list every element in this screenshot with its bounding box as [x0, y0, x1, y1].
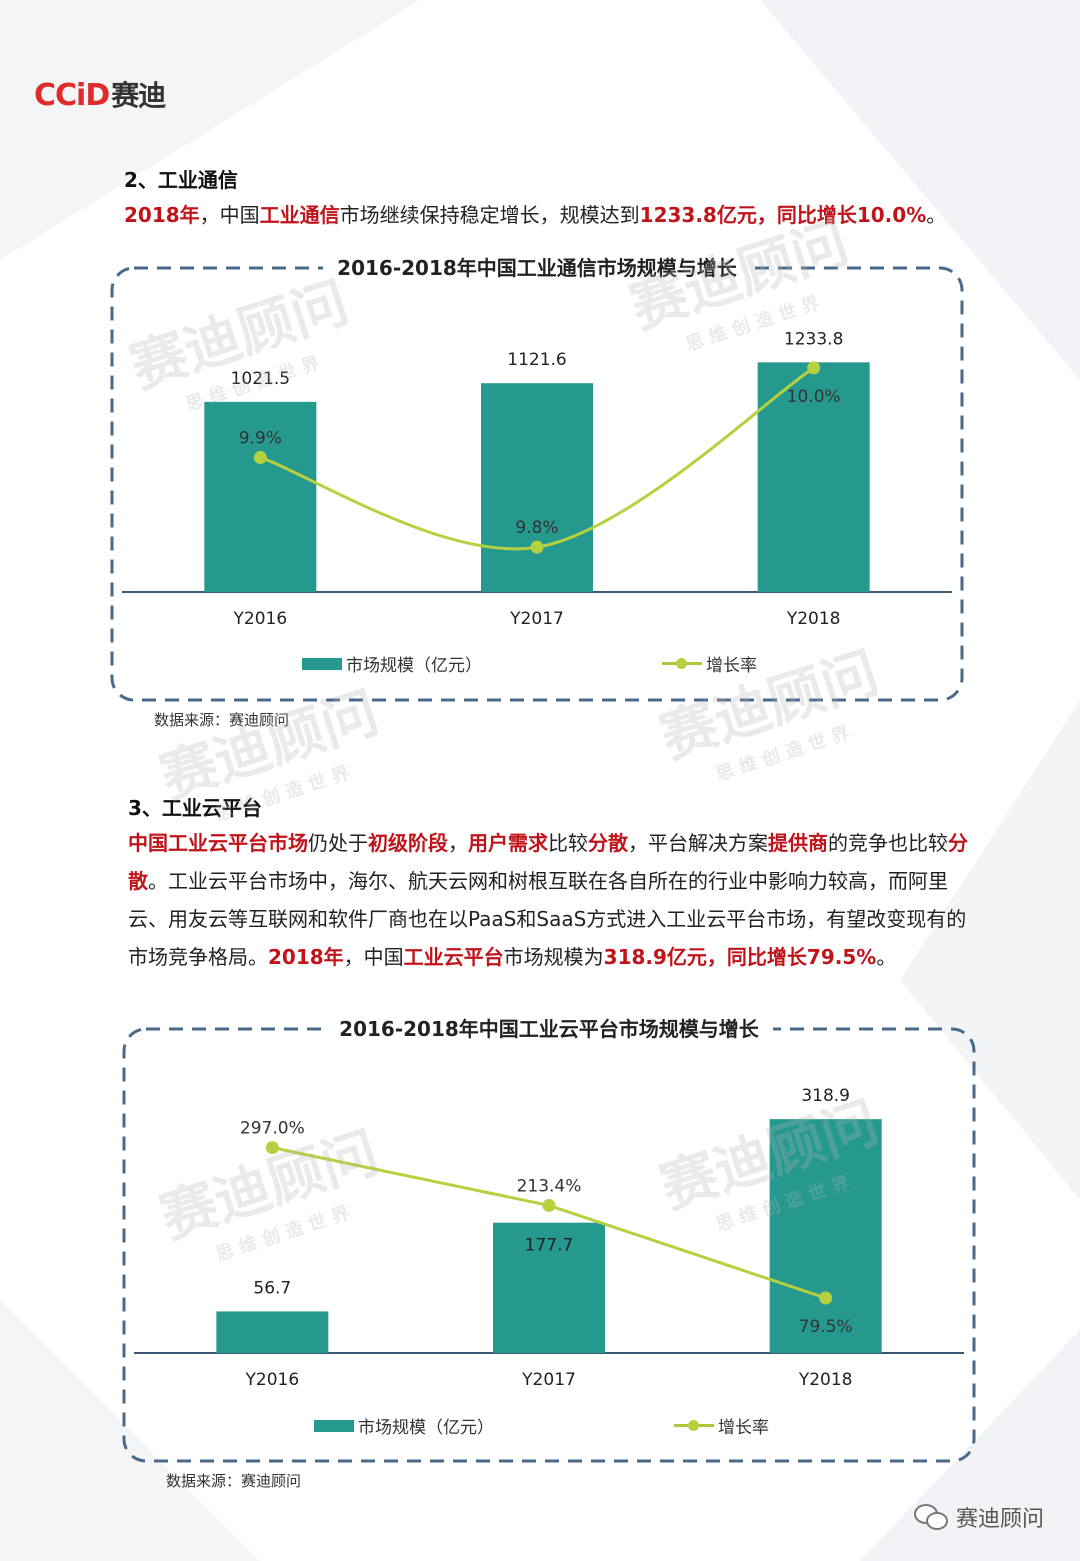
- legend-bar-label: 市场规模（亿元）: [358, 1418, 494, 1438]
- body-text: ，平台解决方案: [628, 831, 768, 855]
- bar-value-label: 1021.5: [231, 369, 290, 389]
- body-text: 。: [926, 203, 947, 227]
- highlight-text: 2018年: [124, 203, 200, 227]
- chart-svg-cloud: 56.7 Y2016 177.7 Y2017 318.9 Y2018 297.0% 213.4…: [122, 1027, 976, 1463]
- highlight-text: 用户需求: [468, 831, 548, 855]
- growth-rate-label: 213.4%: [517, 1176, 582, 1196]
- growth-rate-label: 9.8%: [515, 518, 558, 538]
- growth-rate-point: [253, 451, 267, 465]
- bar-value-label: 1121.6: [507, 350, 566, 370]
- growth-rate-point: [530, 540, 544, 554]
- logo-cn: 赛迪: [111, 79, 166, 112]
- legend-line: 增长率: [674, 1413, 769, 1438]
- x-tick-label: Y2017: [521, 1370, 576, 1390]
- legend-bar-swatch: [302, 657, 342, 670]
- logo-latin: CCiD: [34, 78, 110, 113]
- section-title-communication: 2、工业通信: [124, 168, 238, 192]
- x-tick-label: Y2017: [509, 609, 564, 629]
- highlight-text: 提供商: [768, 831, 828, 855]
- growth-rate-point: [542, 1198, 556, 1212]
- bar-value-label: 1233.8: [784, 329, 843, 349]
- footer-brand: 赛迪顾问: [913, 1501, 1044, 1533]
- highlight-text: 2018年: [268, 945, 344, 969]
- bar-Y2016: [204, 401, 317, 592]
- highlight-text: 分散: [588, 831, 628, 855]
- chart-title: 2016-2018年中国工业通信市场规模与增长: [323, 256, 751, 280]
- bar-Y2018: [757, 362, 870, 592]
- data-source-1: 数据来源：赛迪顾问: [154, 711, 290, 729]
- data-source-2: 数据来源：赛迪顾问: [166, 1472, 302, 1490]
- highlight-text: 分散: [128, 831, 968, 893]
- footer-brand-name: 赛迪顾问: [955, 1507, 1044, 1532]
- highlight-text: 1233.8亿元，同比增长10.0%: [639, 203, 927, 227]
- growth-rate-label: 9.9%: [239, 429, 282, 449]
- paragraph-communication: 2018年，中国工业通信市场继续保持稳定增长，规模达到1233.8亿元，同比增长…: [124, 196, 984, 234]
- legend-line-swatch: [662, 658, 702, 669]
- body-text: ，: [448, 831, 468, 855]
- highlight-text: 318.9亿元，同比增长79.5%: [603, 945, 877, 969]
- bar-Y2017: [493, 1222, 605, 1353]
- x-tick-label: Y2016: [233, 609, 288, 629]
- legend-line-swatch: [674, 1420, 714, 1431]
- highlight-text: 工业通信: [259, 203, 340, 227]
- x-tick-label: Y2018: [798, 1370, 853, 1390]
- body-text: 。工业云平台市场中，海尔、航天云网和树根互联在各自所在的行业中影响力较高，而阿里…: [128, 869, 967, 969]
- legend-line-label: 增长率: [706, 656, 757, 676]
- growth-rate-point: [265, 1141, 279, 1155]
- growth-rate-label: 10.0%: [787, 387, 841, 407]
- ccid-logo: CCiD赛迪: [34, 74, 166, 114]
- legend-line: 增长率: [662, 651, 757, 676]
- watermark-sub: 思 维 创 造 世 界: [713, 722, 853, 786]
- body-text: 仍处于: [308, 831, 368, 855]
- body-text: 。: [876, 945, 897, 969]
- section-title-cloud: 3、工业云平台: [128, 796, 262, 820]
- body-text: 市场继续保持稳定增长，规模达到: [339, 203, 640, 227]
- bar-Y2016: [216, 1311, 329, 1353]
- legend-line-label: 增长率: [718, 1418, 769, 1438]
- chart-industrial-communication: 1021.5 Y2016 1121.6 Y2017 1233.8 Y2018 9.9% 9.8…: [110, 256, 964, 702]
- growth-rate-point: [807, 361, 821, 375]
- x-tick-label: Y2016: [245, 1370, 300, 1390]
- bar-Y2018: [769, 1119, 882, 1353]
- highlight-text: 中国工业云平台市场: [128, 831, 308, 855]
- paragraph-cloud: 中国工业云平台市场仍处于初级阶段，用户需求比较分散，平台解决方案提供商的竞争也比…: [128, 824, 978, 976]
- legend-bar-label: 市场规模（亿元）: [346, 656, 482, 676]
- legend-bar: 市场规模（亿元）: [302, 651, 482, 676]
- body-text: ，中国: [343, 945, 404, 969]
- highlight-text: 工业云平台: [403, 945, 504, 969]
- bar-value-label: 56.7: [253, 1278, 291, 1298]
- bar-Y2017: [481, 383, 593, 592]
- highlight-text: 初级阶段: [368, 831, 448, 855]
- growth-rate-label: 297.0%: [240, 1119, 305, 1139]
- bar-value-label: 318.9: [801, 1086, 850, 1106]
- chart-industrial-cloud: 56.7 Y2016 177.7 Y2017 318.9 Y2018 297.0% 213.4…: [122, 1017, 976, 1463]
- body-text: 的竞争也比较: [828, 831, 948, 855]
- growth-rate-label: 79.5%: [799, 1317, 853, 1337]
- wechat-icon: [913, 1504, 948, 1530]
- legend-bar: 市场规模（亿元）: [314, 1413, 494, 1438]
- growth-rate-point: [819, 1291, 833, 1305]
- x-tick-label: Y2018: [786, 609, 841, 629]
- body-text: 市场规模为: [503, 945, 604, 969]
- chart-svg-communication: 1021.5 Y2016 1121.6 Y2017 1233.8 Y2018 9.9% 9.8…: [110, 266, 964, 702]
- legend-bar-swatch: [314, 1419, 354, 1432]
- body-text: ，中国: [199, 203, 260, 227]
- bar-value-label: 177.7: [525, 1236, 574, 1256]
- body-text: 比较: [548, 831, 588, 855]
- chart-title: 2016-2018年中国工业云平台市场规模与增长: [325, 1017, 773, 1041]
